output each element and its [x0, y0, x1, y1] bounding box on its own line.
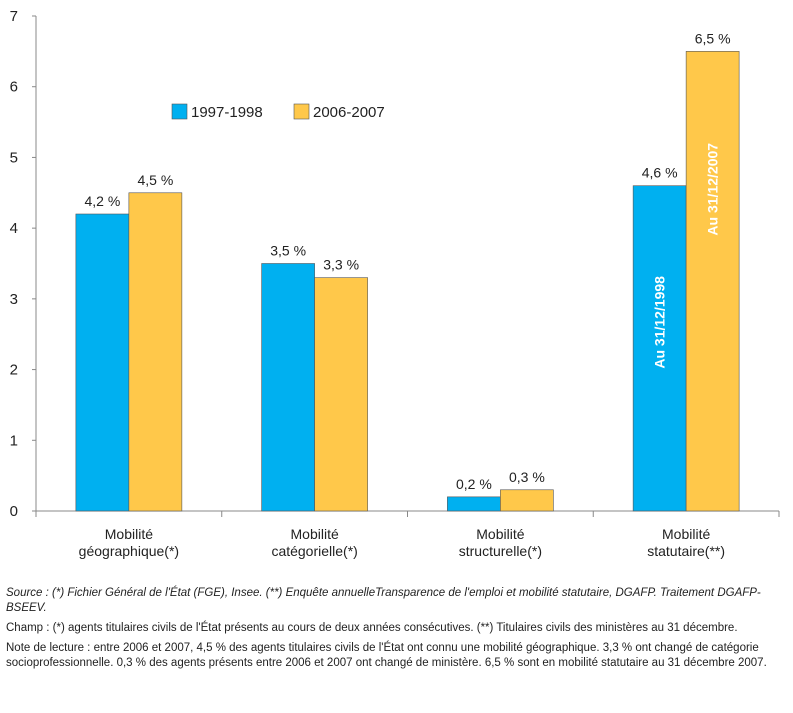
category-label: Mobilité [476, 526, 524, 542]
champ-note: Champ : (*) agents titulaires civils de … [6, 622, 738, 634]
x-axis-ticks [35, 511, 780, 517]
source-note: Source : (*) Fichier Général de l'État (… [6, 587, 761, 614]
category-label: catégorielle(*) [271, 543, 357, 559]
bar-1997-1998-1 [261, 263, 315, 512]
bar-1997-1998-3 [632, 185, 687, 512]
y-tick-label: 3 [10, 291, 18, 308]
reading-note: Note de lecture : entre 2006 et 2007, 4,… [6, 642, 767, 669]
y-tick-label: 7 [10, 8, 18, 25]
category-label: statutaire(**) [647, 543, 725, 559]
notes: Source : (*) Fichier Général de l'État (… [6, 586, 788, 676]
data-label: 4,6 % [642, 165, 678, 181]
data-label: 0,2 % [456, 476, 492, 492]
legend-label: 1997-1998 [191, 104, 263, 121]
category-label: Mobilité [662, 526, 710, 542]
legend-label: 2006-2007 [313, 104, 385, 121]
category-labels: Mobilitégéographique(*)Mobilitécatégorie… [79, 526, 725, 559]
data-label: 3,5 % [270, 243, 306, 259]
category-label: structurelle(*) [459, 543, 542, 559]
bar-2006-2007-0 [128, 192, 183, 512]
bar-2006-2007-1 [314, 277, 368, 512]
y-tick-label: 0 [10, 503, 18, 520]
bar-2006-2007-2 [500, 489, 554, 512]
data-label: 4,5 % [137, 172, 173, 188]
bar-1997-1998-2 [447, 496, 501, 512]
bars: Au 31/12/1998 Au 31/12/2007 [75, 51, 740, 512]
y-tick-label: 6 [10, 79, 18, 96]
y-tick-label: 4 [10, 220, 18, 237]
legend-swatch [171, 103, 188, 120]
data-labels: 4,2 % 4,5 % 3,5 % 3,3 % 0,2 % 0,3 % 4,6 % 6,5 % [84, 30, 730, 492]
bar-1997-1998-0 [75, 213, 130, 512]
data-label: 0,3 % [509, 469, 545, 485]
data-label: 3,3 % [323, 257, 359, 273]
legend: 1997-1998 2006-2007 [171, 103, 385, 121]
chart: 0 1 2 3 4 5 6 7 Au 31/12/1998 Au 31/12/2007 4,2 … [10, 8, 780, 559]
y-tick-label: 5 [10, 149, 18, 166]
category-label: Mobilité [105, 526, 153, 542]
data-label: 4,2 % [84, 193, 120, 209]
bar-inner-label: Au 31/12/2007 [705, 143, 721, 236]
bar-inner-label: Au 31/12/1998 [652, 276, 668, 369]
y-tick-label: 1 [10, 432, 18, 449]
y-tick-label: 2 [10, 362, 18, 379]
bar-2006-2007-3 [685, 51, 740, 512]
category-label: Mobilité [291, 526, 339, 542]
y-axis-tick-labels: 0 1 2 3 4 5 6 7 [10, 8, 36, 520]
category-label: géographique(*) [79, 543, 179, 559]
legend-swatch [293, 103, 310, 120]
data-label: 6,5 % [695, 30, 731, 46]
